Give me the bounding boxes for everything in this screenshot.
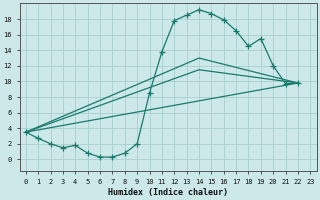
X-axis label: Humidex (Indice chaleur): Humidex (Indice chaleur) [108, 188, 228, 197]
